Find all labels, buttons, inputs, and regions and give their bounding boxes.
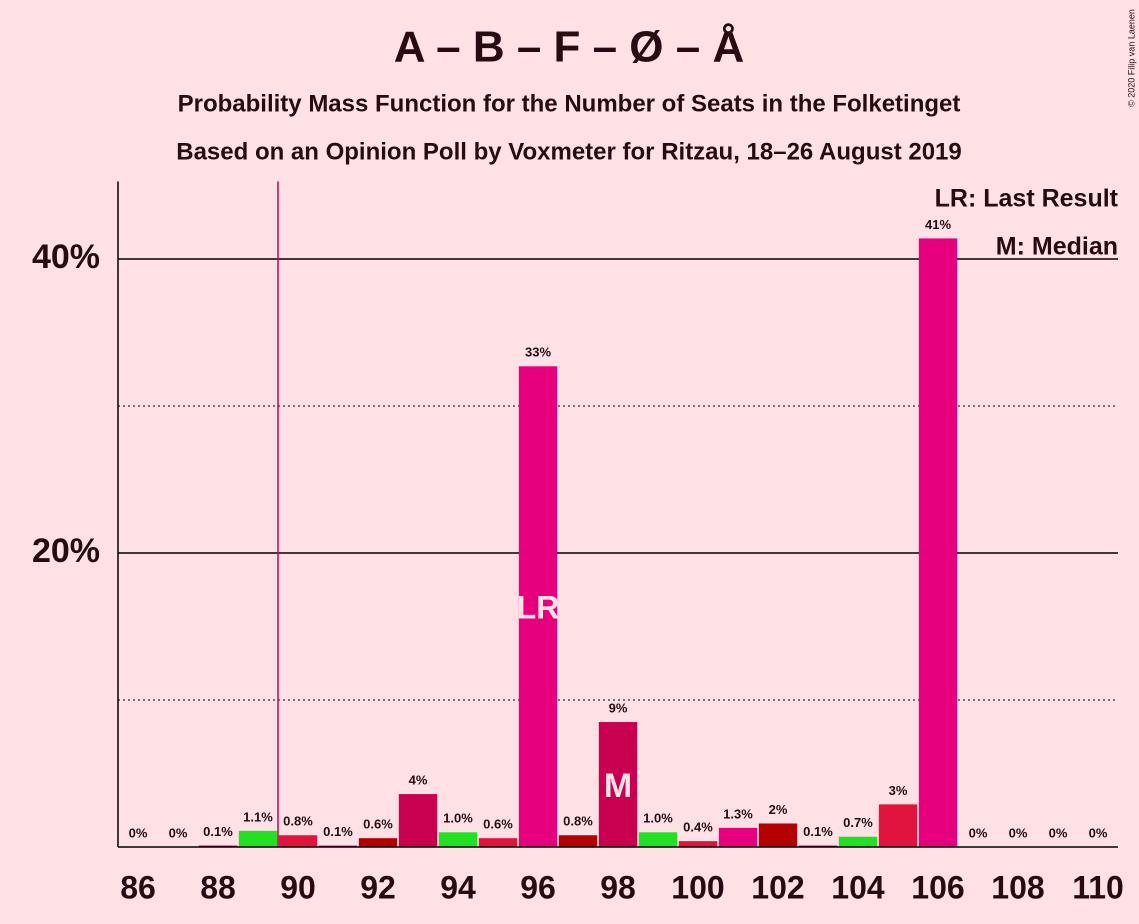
value-label: 33% bbox=[525, 345, 551, 360]
value-label: 2% bbox=[769, 802, 788, 817]
bar bbox=[638, 832, 678, 847]
x-tick-label: 100 bbox=[671, 869, 724, 905]
legend-entry: M: Median bbox=[996, 233, 1118, 261]
value-label: 0.6% bbox=[483, 817, 513, 832]
bar bbox=[238, 830, 278, 847]
bar bbox=[278, 835, 318, 847]
value-label: 0.1% bbox=[203, 824, 233, 839]
bar bbox=[478, 838, 518, 847]
value-label: 0.4% bbox=[683, 820, 713, 835]
value-label: 9% bbox=[609, 700, 628, 715]
value-label: 0.8% bbox=[283, 814, 313, 829]
value-label: 0% bbox=[1049, 825, 1068, 840]
value-label: 3% bbox=[889, 783, 908, 798]
value-label: 4% bbox=[409, 773, 428, 788]
value-label: 1.3% bbox=[723, 806, 753, 821]
bar bbox=[918, 238, 958, 848]
value-label: 0% bbox=[969, 825, 988, 840]
bar bbox=[398, 794, 438, 847]
value-label: 0% bbox=[1009, 825, 1028, 840]
value-label: 0.1% bbox=[803, 824, 833, 839]
last-result-marker: LR bbox=[517, 589, 560, 625]
value-label: 0% bbox=[129, 825, 148, 840]
bar bbox=[718, 827, 758, 847]
bar bbox=[598, 722, 638, 847]
value-label: 0% bbox=[1089, 825, 1108, 840]
x-tick-label: 86 bbox=[120, 869, 156, 905]
credit: © 2020 Filip van Laenen bbox=[1126, 9, 1136, 107]
value-label: 41% bbox=[925, 217, 951, 232]
bar bbox=[438, 832, 478, 847]
x-tick-label: 110 bbox=[1072, 869, 1124, 905]
x-tick-label: 106 bbox=[911, 869, 964, 905]
x-tick-label: 96 bbox=[520, 869, 556, 905]
x-tick-label: 108 bbox=[991, 869, 1044, 905]
x-tick-label: 98 bbox=[600, 869, 636, 905]
chart-title: A – B – F – Ø – Å bbox=[394, 23, 744, 72]
chart-subtitle: Probability Mass Function for the Number… bbox=[178, 90, 961, 117]
bar bbox=[558, 835, 598, 847]
x-tick-label: 102 bbox=[751, 869, 804, 905]
bar bbox=[838, 836, 878, 847]
median-marker: M bbox=[604, 767, 632, 805]
x-tick-label: 94 bbox=[440, 869, 476, 905]
chart-subtitle: Based on an Opinion Poll by Voxmeter for… bbox=[176, 138, 962, 165]
bar bbox=[758, 823, 798, 847]
y-tick-label: 20% bbox=[32, 532, 100, 570]
x-tick-label: 104 bbox=[831, 869, 885, 905]
value-label: 0.1% bbox=[323, 824, 353, 839]
bar bbox=[678, 841, 718, 847]
value-label: 1.1% bbox=[243, 809, 273, 824]
value-label: 0% bbox=[169, 825, 188, 840]
legend-entry: LR: Last Result bbox=[935, 185, 1119, 213]
y-tick-label: 40% bbox=[32, 238, 100, 276]
value-label: 1.0% bbox=[443, 811, 473, 826]
bar bbox=[358, 838, 398, 847]
x-tick-label: 92 bbox=[360, 869, 396, 905]
x-tick-label: 88 bbox=[200, 869, 236, 905]
x-tick-label: 90 bbox=[280, 869, 316, 905]
value-label: 0.6% bbox=[363, 817, 393, 832]
value-label: 0.7% bbox=[843, 815, 873, 830]
bar bbox=[518, 366, 558, 847]
value-label: 0.8% bbox=[563, 814, 593, 829]
value-label: 1.0% bbox=[643, 811, 673, 826]
bar bbox=[878, 804, 918, 847]
